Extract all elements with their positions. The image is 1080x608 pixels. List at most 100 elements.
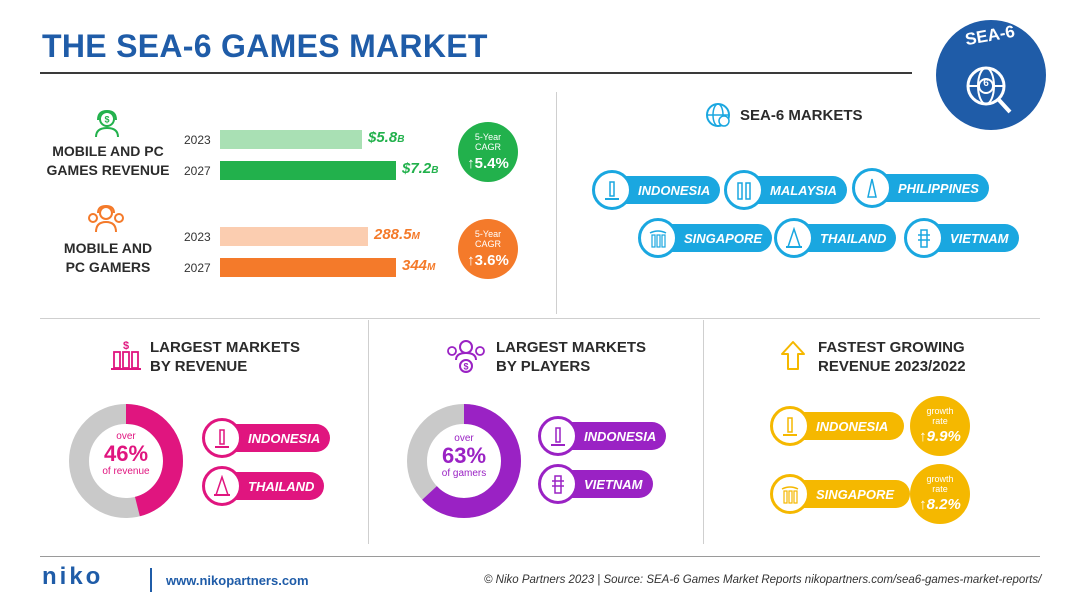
svg-text:$: $ [463,362,468,372]
temple-icon [774,218,814,258]
revenue-value-2027: $7.2B [402,160,438,177]
pagoda-icon [538,464,578,504]
market-pill-vietnam: VIETNAM [904,218,1019,258]
revenue-year-2023: 2023 [184,133,211,147]
market-pill-label: THAILAND [248,478,315,494]
monument-icon [852,168,892,208]
pagoda-icon [904,218,944,258]
divider-vertical-top [556,92,557,314]
donut-highlight-slice [407,404,521,518]
donut-over-text: over [454,433,474,444]
sea6-badge [936,20,1046,130]
fastest-heading-2: REVENUE 2023/2022 [818,358,966,375]
market-pill-label: SINGAPORE [684,230,763,246]
growth-arrow-icon [781,341,805,370]
gamers-cagr-title-2: CAGR [474,239,501,249]
revenue-label-line1: MOBILE AND PC [52,143,164,159]
monument-icon [538,416,578,456]
arrow-up-icon: ↑ [919,428,927,445]
gamers-bar-2023 [220,227,368,246]
fastest-heading: FASTEST GROWING REVENUE 2023/2022 [818,338,966,376]
revenue-donut-label: over 46% of revenue [82,431,170,477]
revenue-value-2027-number: $7.2 [402,160,432,177]
monument-icon [592,170,632,210]
revenue-bar-2027 [220,161,396,180]
donut-percent: 46% [103,441,149,466]
gamers-cagr-number: 3.6% [474,252,509,269]
svg-text:$: $ [123,340,129,352]
gamers-label-line2: PC GAMERS [65,259,151,275]
divider-vertical-bottom-2 [703,320,704,544]
revenue-bar-2023 [220,130,362,149]
market-pill-label: VIETNAM [950,230,1009,246]
revenue-value-2023-number: $5.8 [368,129,398,146]
gamers-cagr-value: ↑3.6% [458,252,518,269]
donut-caption: of revenue [102,466,150,477]
footer-divider [40,556,1040,557]
divider-vertical-bottom-1 [368,320,369,544]
temple-icon [202,466,242,506]
market-pill-label: SINGAPORE [816,486,895,502]
growth-rate-badge-indonesia: growth rate ↑9.9% [910,396,970,456]
revenue-year-2027: 2027 [184,164,211,178]
market-pill-label: INDONESIA [584,428,657,444]
users-headset-icon [88,204,124,233]
globe-magnifier-icon [966,66,1012,114]
market-pill-label: THAILAND [820,230,887,246]
gamers-bar-2027 [220,258,396,277]
growth-label-1: growth [926,406,954,416]
growth-value: ↑9.9% [910,428,970,445]
largest-players-heading-2: BY PLAYERS [496,358,591,375]
twin-towers-icon [724,170,764,210]
badge-number: 6 [983,78,989,89]
website-link[interactable]: www.nikopartners.com [166,573,309,588]
growth-number: 9.9% [926,428,961,445]
largest-players-heading: LARGEST MARKETS BY PLAYERS [496,338,646,376]
svg-text:$: $ [104,115,109,125]
revenue-cagr-title-2: CAGR [474,142,501,152]
money-headset-icon: $ [95,109,119,138]
fastest-pill-singapore: SINGAPORE [770,474,911,514]
gamers-cagr-title-1: 5-Year [474,229,502,239]
gamers-label-line1: MOBILE AND [63,240,153,256]
arrow-up-icon: ↑ [467,155,475,172]
donut-caption: of gamers [441,468,487,479]
largest-revenue-heading-2: BY REVENUE [150,358,248,375]
largest-players-heading-1: LARGEST MARKETS [496,339,646,356]
market-pill-thailand: THAILAND [774,218,897,258]
gamers-value-2023-unit: M [411,231,420,242]
largest-revenue-pill-indonesia: INDONESIA [202,418,331,458]
market-pill-label: INDONESIA [248,430,321,446]
page-title: THE SEA-6 GAMES MARKET [42,28,488,64]
growth-number: 8.2% [926,496,961,513]
title-divider [40,72,912,74]
globe-dollar-icon [706,103,730,127]
market-pill-label: INDONESIA [816,418,889,434]
gamers-year-2027: 2027 [184,261,211,275]
markets-heading: SEA-6 MARKETS [740,107,863,124]
largest-players-pill-vietnam: VIETNAM [538,464,653,504]
market-pill-label: INDONESIA [638,182,711,198]
revenue-cagr-title-1: 5-Year [474,132,502,142]
market-pill-label: VIETNAM [584,476,643,492]
gamers-value-2023: 288.5M [374,226,420,243]
footer-separator [150,568,152,592]
largest-revenue-pill-thailand: THAILAND [202,466,325,506]
revenue-label-line2: GAMES REVENUE [46,162,170,178]
revenue-cagr-badge: 5-Year CAGR ↑5.4% [458,122,518,182]
gamers-value-2027: 344M [402,257,435,274]
donut-percent: 63% [441,443,487,468]
monument-icon [202,418,242,458]
fastest-pill-indonesia: INDONESIA [770,406,905,446]
revenue-value-2023-unit: B [397,134,405,145]
players-donut-label: over 63% of gamers [420,433,508,479]
growth-value: ↑8.2% [910,496,970,513]
growth-label-1: growth [926,474,954,484]
source-credit: © Niko Partners 2023 | Source: SEA-6 Gam… [484,574,1042,586]
gamers-year-2023: 2023 [184,230,211,244]
market-pill-philippines: PHILIPPINES [852,168,989,208]
monument-icon [770,406,810,446]
niko-logo: niko [42,563,104,590]
growth-label-2: rate [932,416,948,426]
revenue-value-2027-unit: B [431,165,439,176]
